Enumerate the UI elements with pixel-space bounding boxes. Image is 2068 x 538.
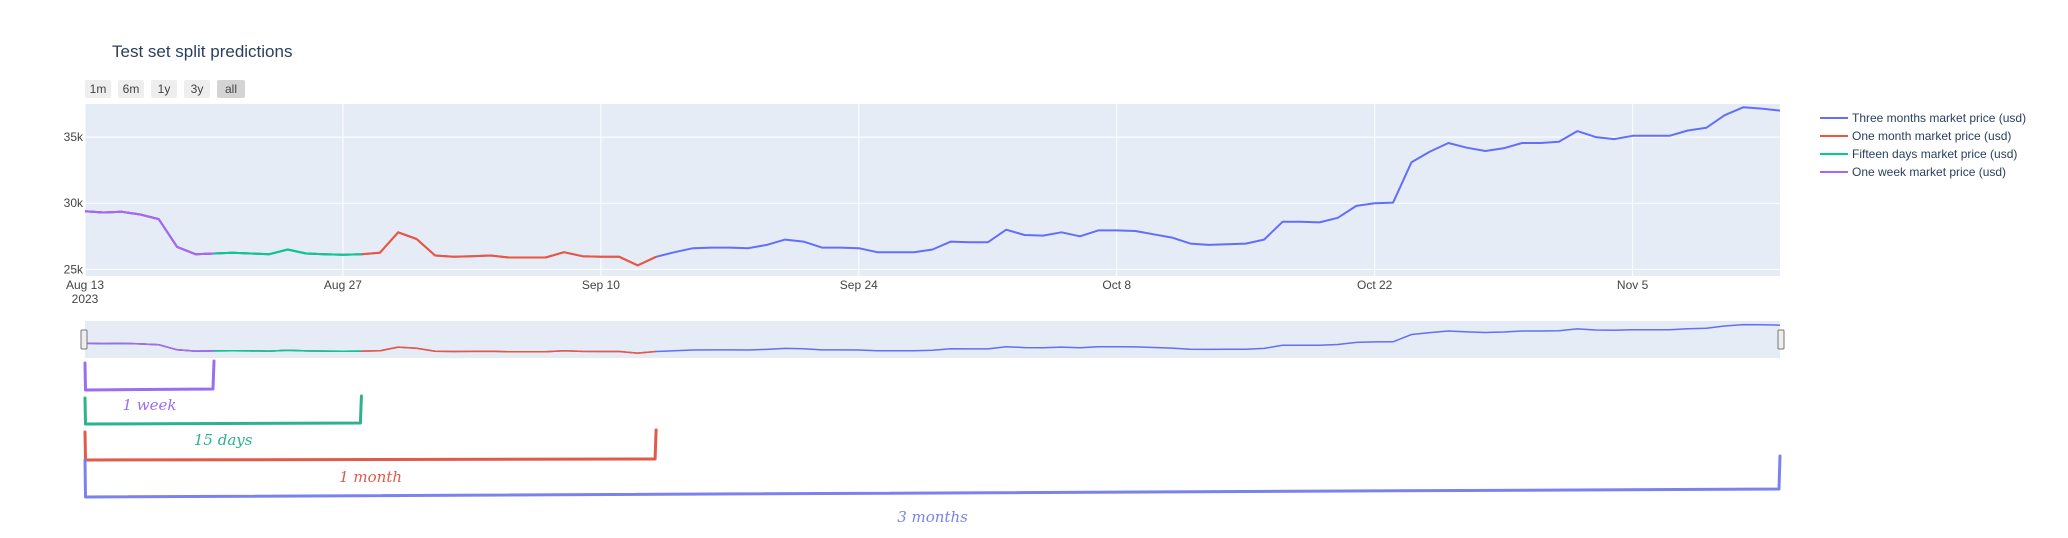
chart-title: Test set split predictions: [112, 42, 292, 61]
grid-lines: [84, 104, 1780, 276]
legend-label[interactable]: Fifteen days market price (usd): [1852, 147, 2017, 161]
range-button-bg[interactable]: [184, 80, 210, 98]
range-slider-left-handle[interactable]: [80, 329, 88, 350]
range-slider-series: [84, 323, 1781, 354]
x-tick-label: Oct 22: [1357, 278, 1393, 292]
y-tick-label: 25k: [64, 262, 84, 276]
range-selector: 1m 6m 1y 3y all: [85, 80, 245, 98]
legend: Three months market price (usd) One month…: [1820, 111, 2026, 179]
bracket-line: [83, 428, 658, 462]
x-tick-sublabel: 2023: [72, 292, 99, 306]
range-button-label[interactable]: 1m: [90, 82, 107, 96]
y-tick-label: 35k: [64, 130, 84, 144]
range-button-label[interactable]: 6m: [123, 82, 140, 96]
range-button-6m[interactable]: 6m: [118, 80, 144, 98]
legend-label[interactable]: Three months market price (usd): [1852, 111, 2026, 125]
x-tick-label: Sep 24: [840, 278, 878, 292]
series-lines: [84, 106, 1781, 267]
series-line-one-week: [84, 210, 215, 256]
y-axis: 25k 30k 35k: [64, 130, 84, 276]
x-tick-label: Sep 10: [582, 278, 620, 292]
range-button-bg[interactable]: [217, 80, 245, 98]
bracket-line: [83, 394, 363, 426]
x-tick-label: Aug 27: [324, 278, 362, 292]
bracket-15-days: 15 days: [83, 394, 363, 449]
legend-item[interactable]: Fifteen days market price (usd): [1820, 147, 2017, 161]
bracket-line: [83, 359, 216, 392]
legend-item[interactable]: Three months market price (usd): [1820, 111, 2026, 125]
legend-label[interactable]: One month market price (usd): [1852, 129, 2011, 143]
range-button-3y[interactable]: 3y: [184, 80, 210, 98]
legend-item[interactable]: One week market price (usd): [1820, 165, 2006, 179]
range-button-bg[interactable]: [118, 80, 144, 98]
range-slider-right-handle[interactable]: [1777, 329, 1785, 350]
bracket-label: 15 days: [194, 431, 253, 449]
range-button-all[interactable]: all: [217, 80, 245, 98]
range-button-label[interactable]: 1y: [158, 82, 171, 96]
range-button-1y[interactable]: 1y: [151, 80, 177, 98]
x-tick-label: Oct 8: [1102, 278, 1131, 292]
bracket-line: [83, 454, 1782, 499]
y-tick-label: 30k: [64, 196, 84, 210]
range-button-label[interactable]: all: [225, 82, 237, 96]
bracket-3-months: 3 months: [83, 454, 1782, 526]
annotations: 1 week 15 days 1 month 3 months: [83, 359, 1782, 526]
range-button-bg[interactable]: [151, 80, 177, 98]
x-tick-label: Aug 13: [66, 278, 104, 292]
bracket-label: 3 months: [897, 508, 968, 526]
bracket-label: 1 month: [339, 468, 402, 486]
bracket-1-week: 1 week: [83, 359, 216, 414]
range-button-label[interactable]: 3y: [191, 82, 204, 96]
legend-item[interactable]: One month market price (usd): [1820, 129, 2011, 143]
range-button-bg[interactable]: [85, 80, 111, 98]
slider-line-one-week: [84, 342, 215, 352]
legend-label[interactable]: One week market price (usd): [1852, 165, 2006, 179]
x-tick-label: Nov 5: [1617, 278, 1649, 292]
plot-area: [85, 104, 1780, 276]
bracket-1-month: 1 month: [83, 428, 658, 486]
range-slider[interactable]: [85, 321, 1780, 358]
range-button-1m[interactable]: 1m: [85, 80, 111, 98]
bracket-label: 1 week: [122, 396, 176, 414]
